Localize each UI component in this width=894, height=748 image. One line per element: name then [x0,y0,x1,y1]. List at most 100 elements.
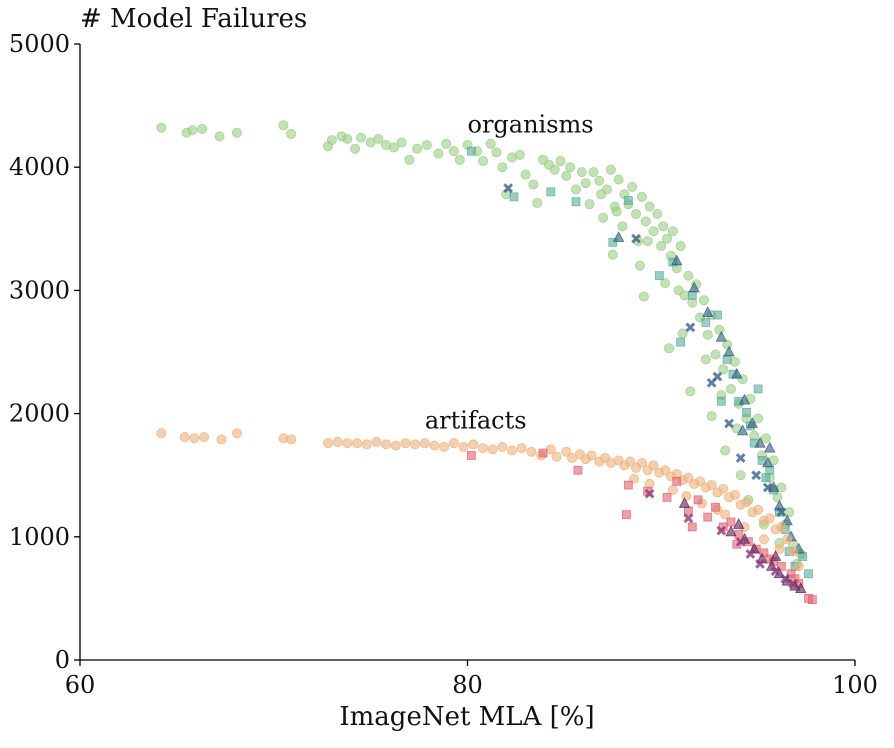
data-point [673,285,684,296]
data-point [660,465,671,476]
data-point [361,439,372,450]
data-point [491,147,502,158]
data-point [640,216,651,227]
data-point [538,448,548,458]
data-point [706,480,717,491]
data-point [675,241,686,252]
data-point [795,582,807,593]
series-organisms-triangle [612,231,805,554]
data-point [804,569,813,579]
data-point [231,127,242,138]
data-point [662,492,672,502]
data-point [197,124,208,135]
data-point [429,440,440,451]
data-point [742,407,751,417]
data-point [636,457,647,468]
annotation-label: organisms [468,111,594,139]
data-point [753,413,764,424]
data-point [664,343,675,354]
data-point [355,132,366,143]
data-point [509,192,519,202]
data-point [776,507,787,518]
data-point [764,441,776,453]
data-point [546,187,556,197]
data-point [286,128,297,139]
data-point [788,578,798,589]
data-point [776,561,786,571]
data-point [761,473,771,483]
data-point [765,465,775,475]
data-point [573,465,583,475]
data-point [551,451,562,462]
data-point [753,504,764,515]
data-point [388,142,399,153]
data-point [555,156,566,167]
data-point [638,291,649,302]
data-point [594,175,605,186]
data-point [662,233,673,244]
data-point [729,489,740,500]
data-point [788,546,799,557]
data-point [764,513,775,524]
data-point [726,517,736,527]
y-tick-label: 3000 [9,276,70,304]
data-point [580,178,591,189]
data-point [698,295,709,306]
data-point [396,137,407,148]
data-point [762,482,773,493]
annotations: organisms artifacts [425,111,594,435]
data-point [419,438,430,449]
data-point [716,396,726,406]
data-point [448,438,459,449]
data-point [466,146,476,156]
data-point [723,345,735,357]
data-point [702,306,714,317]
data-point [611,206,622,217]
data-point [735,536,746,547]
data-point [156,428,167,439]
data-point [526,446,537,457]
x-tick-label: 100 [832,671,878,699]
data-point [658,221,669,232]
data-point [326,135,337,146]
data-point [350,143,361,154]
series-organisms-cross [503,183,787,518]
data-point [576,167,587,178]
data-point [716,525,727,536]
data-point [571,184,582,195]
data-point [454,154,465,165]
data-point [503,183,514,194]
data-point [627,181,638,192]
data-point [644,488,655,499]
data-point [187,125,198,136]
data-point [561,446,572,457]
data-point [762,456,774,468]
data-point [404,154,415,165]
data-point [561,170,572,181]
data-point [683,513,694,524]
data-point [685,322,696,333]
data-point [703,512,713,522]
data-point [441,138,452,149]
series-organisms-circle [156,120,806,569]
data-point [216,434,227,445]
data-point [722,354,732,364]
series-artifacts-circle [156,428,804,572]
data-point [725,525,737,537]
data-point [714,324,725,335]
data-point [676,337,686,347]
data-point [371,436,382,447]
data-point [751,470,762,481]
data-point [735,470,746,481]
data-point [607,249,618,260]
data-point [683,472,694,483]
data-point [746,417,758,428]
data-point [731,367,743,379]
data-point [735,453,746,463]
data-point [685,386,696,397]
data-point [631,209,642,220]
data-point [278,120,289,131]
data-point [715,330,727,342]
